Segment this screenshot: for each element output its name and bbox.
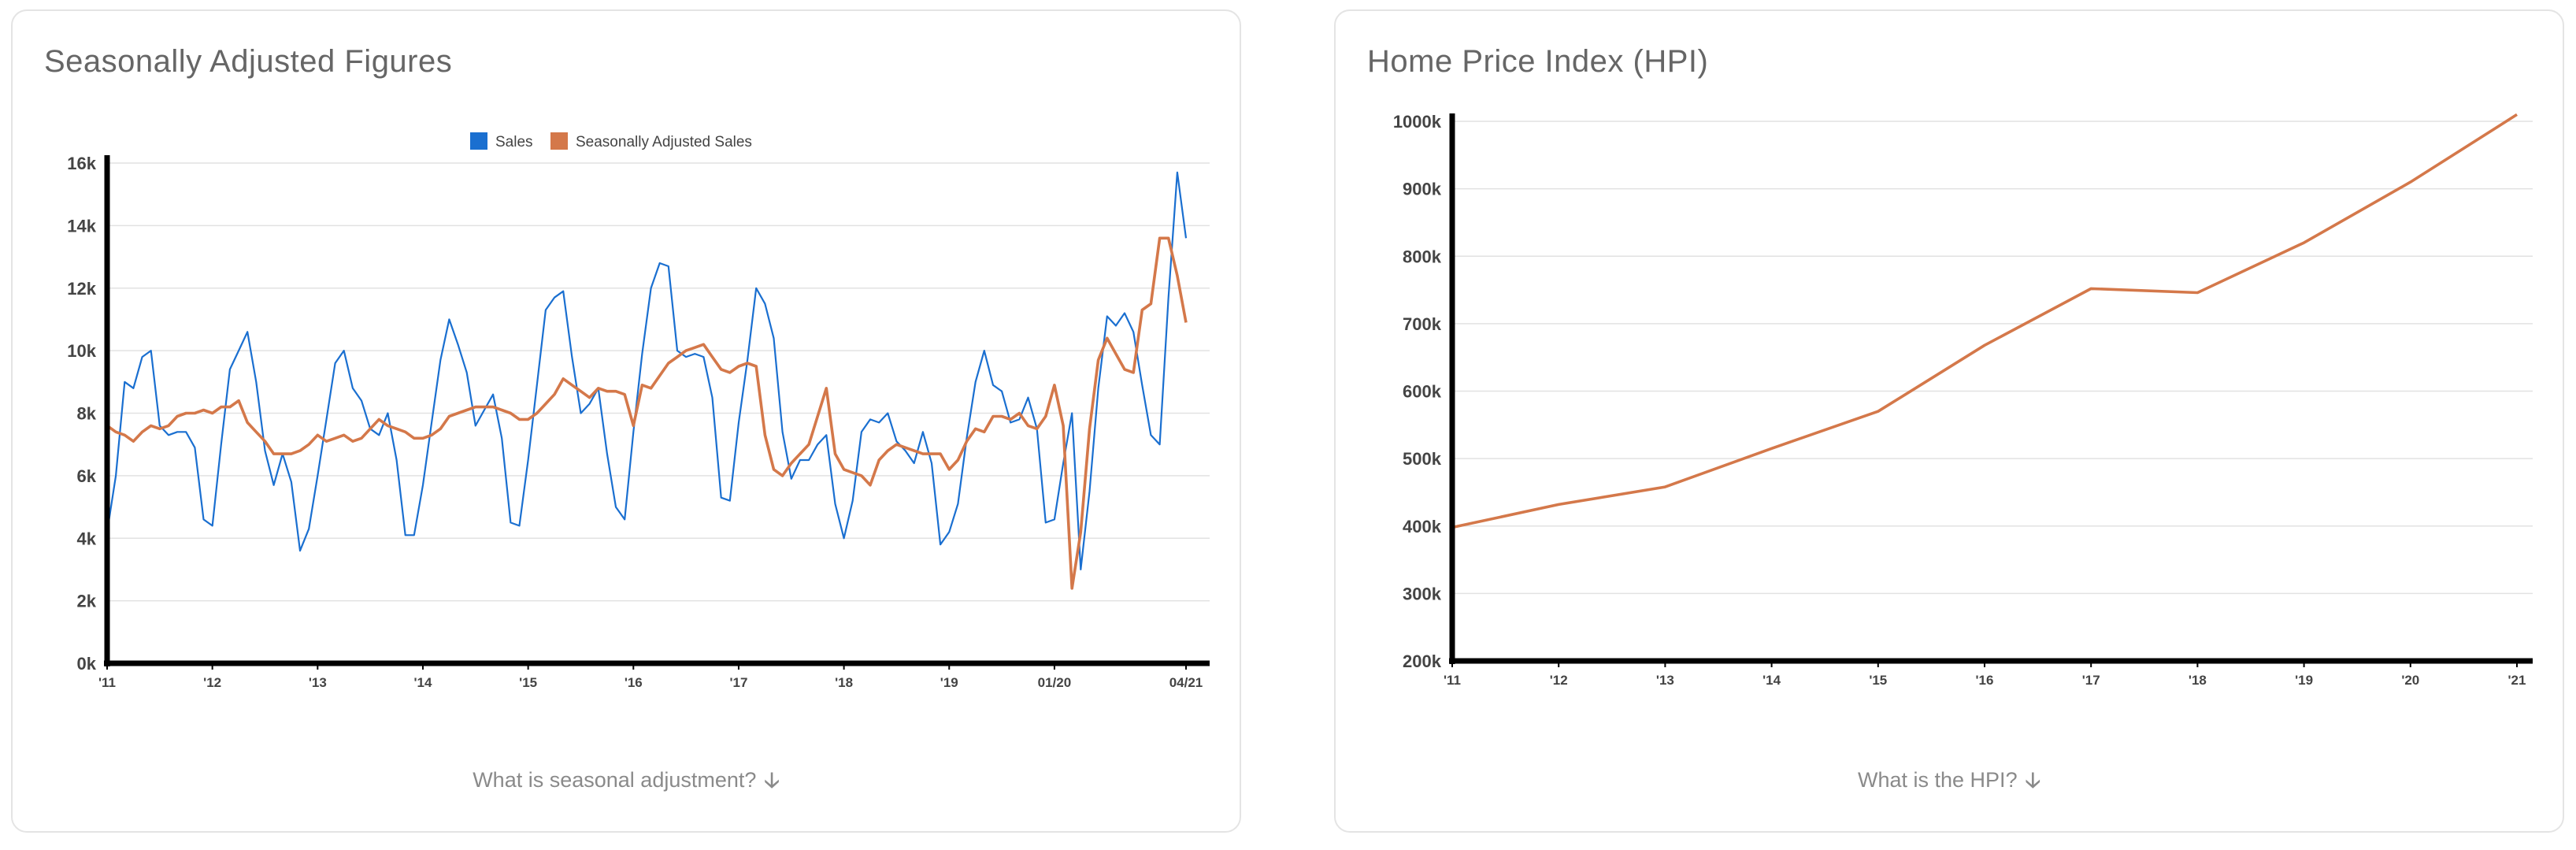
- y-tick-label: 800k: [1403, 247, 1442, 266]
- x-tick-label: '17: [729, 675, 747, 690]
- hpi-chart: 200k 300k 400k 500k 600k 700k 800k 900k 1000k '11…: [1393, 112, 2533, 688]
- x-tick-label: '20: [2401, 673, 2419, 688]
- y-tick-label: 4k: [77, 529, 97, 548]
- x-tick-label: '12: [1550, 673, 1568, 688]
- legend-swatch: [470, 132, 487, 150]
- y-tick-label: 900k: [1403, 180, 1442, 199]
- hpi-panel: Home Price Index (HPI) 200k 300k 400k 500k 6…: [1334, 9, 2564, 833]
- x-tick-label: '18: [835, 675, 853, 690]
- y-tick-label: 300k: [1403, 584, 1442, 603]
- x-tick-label: '13: [309, 675, 327, 690]
- x-tick-label: '11: [1444, 673, 1461, 688]
- x-tick-label: '12: [203, 675, 221, 690]
- x-tick-label: 01/20: [1038, 675, 1072, 690]
- x-tick-label: '18: [2189, 673, 2207, 688]
- x-tick-label: '19: [940, 675, 958, 690]
- y-tick-label: 400k: [1403, 517, 1442, 536]
- arrow-down-icon: 🡣: [764, 768, 780, 792]
- x-tick-label: '15: [519, 675, 537, 690]
- y-tick-label: 6k: [77, 466, 97, 486]
- x-tick-label: '11: [98, 675, 116, 690]
- x-tick-label: '15: [1869, 673, 1887, 688]
- seasonal-chart: 0k 2k 4k 6k 8k 10k 12k 14k 16k '11 '12 '13 '14 '15 '16…: [67, 132, 1210, 690]
- y-tick-label: 2k: [77, 592, 97, 611]
- y-tick-label: 14k: [67, 216, 96, 236]
- y-tick-label: 700k: [1403, 314, 1442, 334]
- y-tick-label: 0k: [77, 654, 97, 674]
- y-tick-label: 10k: [67, 341, 96, 361]
- x-tick-label: '14: [413, 675, 432, 690]
- arrow-down-icon: 🡣: [2025, 768, 2040, 792]
- x-tick-label: '19: [2295, 673, 2313, 688]
- x-tick-label: '13: [1656, 673, 1674, 688]
- y-tick-label: 500k: [1403, 449, 1442, 469]
- seasonal-adjustment-link-text: What is seasonal adjustment?: [473, 768, 757, 792]
- x-tick-label: '21: [2508, 673, 2526, 688]
- x-tick-label: '16: [625, 675, 643, 690]
- y-tick-label: 1000k: [1393, 112, 1442, 132]
- series-line-sales: [106, 171, 1188, 571]
- seasonal-panel: Seasonally Adjusted Figures 0k 2k 4k 6k 8k 10…: [11, 9, 1241, 833]
- seasonal-panel-title: Seasonally Adjusted Figures: [44, 44, 453, 79]
- y-tick-label: 16k: [67, 154, 96, 173]
- y-tick-label: 600k: [1403, 382, 1442, 402]
- legend-swatch: [550, 132, 568, 150]
- hpi-info-link-text: What is the HPI?: [1858, 768, 2018, 792]
- y-tick-label: 200k: [1403, 651, 1442, 671]
- legend-label: Seasonally Adjusted Sales: [576, 134, 752, 150]
- x-tick-label: '14: [1762, 673, 1781, 688]
- seasonal-adjustment-link[interactable]: What is seasonal adjustment? 🡣: [13, 765, 1240, 801]
- x-tick-label: 04/21: [1169, 675, 1203, 690]
- hpi-panel-title: Home Price Index (HPI): [1367, 44, 1709, 79]
- x-tick-label: '17: [2082, 673, 2100, 688]
- series-line-hpi: [1451, 113, 2518, 529]
- series-line-seasonally-adjusted-sales: [106, 236, 1188, 590]
- y-tick-label: 8k: [77, 404, 97, 424]
- legend-label: Sales: [495, 134, 533, 150]
- y-tick-label: 12k: [67, 279, 96, 299]
- x-tick-label: '16: [1976, 673, 1994, 688]
- hpi-info-link[interactable]: What is the HPI? 🡣: [1336, 765, 2563, 801]
